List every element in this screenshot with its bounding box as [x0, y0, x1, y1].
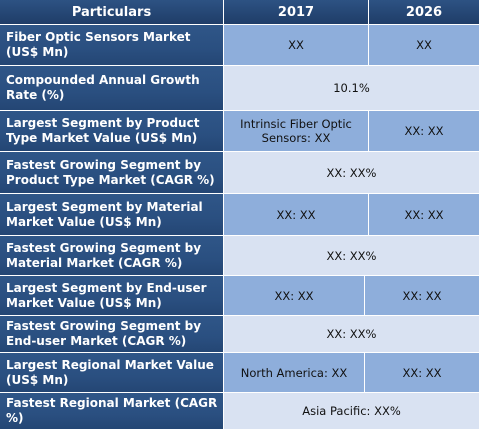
- value-2017-largest-product-type: Intrinsic Fiber Optic Sensors: XX: [224, 111, 369, 152]
- value-2017-largest-end-user: XX: XX: [224, 276, 365, 316]
- value-fastest-end-user: XX: XX%: [224, 316, 480, 353]
- row-label-largest-region: Largest Regional Market Value (US$ Mn): [0, 353, 224, 393]
- row-label-largest-material: Largest Segment by Material Market Value…: [0, 194, 224, 236]
- row-label-fastest-material: Fastest Growing Segment by Material Mark…: [0, 236, 224, 276]
- row-label-fastest-product-type: Fastest Growing Segment by Product Type …: [0, 152, 224, 194]
- value-fastest-material: XX: XX%: [224, 236, 480, 276]
- value-fastest-region: Asia Pacific: XX%: [224, 393, 480, 430]
- value-2017-largest-material: XX: XX: [224, 194, 369, 236]
- value-2026-largest-region: XX: XX: [365, 353, 480, 393]
- row-label-fastest-region: Fastest Regional Market (CAGR %): [0, 393, 224, 430]
- value-2026-market-size: XX: [369, 25, 480, 66]
- row-label-largest-product-type: Largest Segment by Product Type Market V…: [0, 111, 224, 152]
- row-label-fastest-end-user: Fastest Growing Segment by End-user Mark…: [0, 316, 224, 353]
- header-2017: 2017: [224, 0, 369, 25]
- row-label-cagr: Compounded Annual Growth Rate (%): [0, 66, 224, 111]
- value-2026-largest-end-user: XX: XX: [365, 276, 480, 316]
- value-2017-largest-region: North America: XX: [224, 353, 365, 393]
- row-label-largest-end-user: Largest Segment by End-user Market Value…: [0, 276, 224, 316]
- header-2026: 2026: [369, 0, 480, 25]
- header-particulars: Particulars: [0, 0, 224, 25]
- value-fastest-product-type: XX: XX%: [224, 152, 480, 194]
- row-label-market-size: Fiber Optic Sensors Market (US$ Mn): [0, 25, 224, 66]
- value-2017-market-size: XX: [224, 25, 369, 66]
- value-2026-largest-material: XX: XX: [369, 194, 480, 236]
- value-cagr: 10.1%: [224, 66, 480, 111]
- value-2026-largest-product-type: XX: XX: [369, 111, 480, 152]
